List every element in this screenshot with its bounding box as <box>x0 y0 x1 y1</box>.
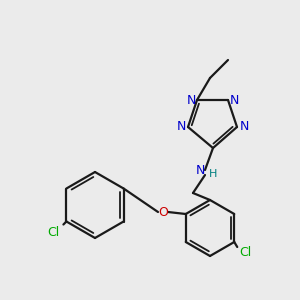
Text: O: O <box>158 206 168 218</box>
Text: N: N <box>176 121 186 134</box>
Text: N: N <box>195 164 205 176</box>
Text: N: N <box>239 121 249 134</box>
Text: N: N <box>229 94 239 106</box>
Text: N: N <box>186 94 196 106</box>
Text: Cl: Cl <box>239 247 251 260</box>
Text: Cl: Cl <box>47 226 59 239</box>
Text: H: H <box>209 169 217 179</box>
